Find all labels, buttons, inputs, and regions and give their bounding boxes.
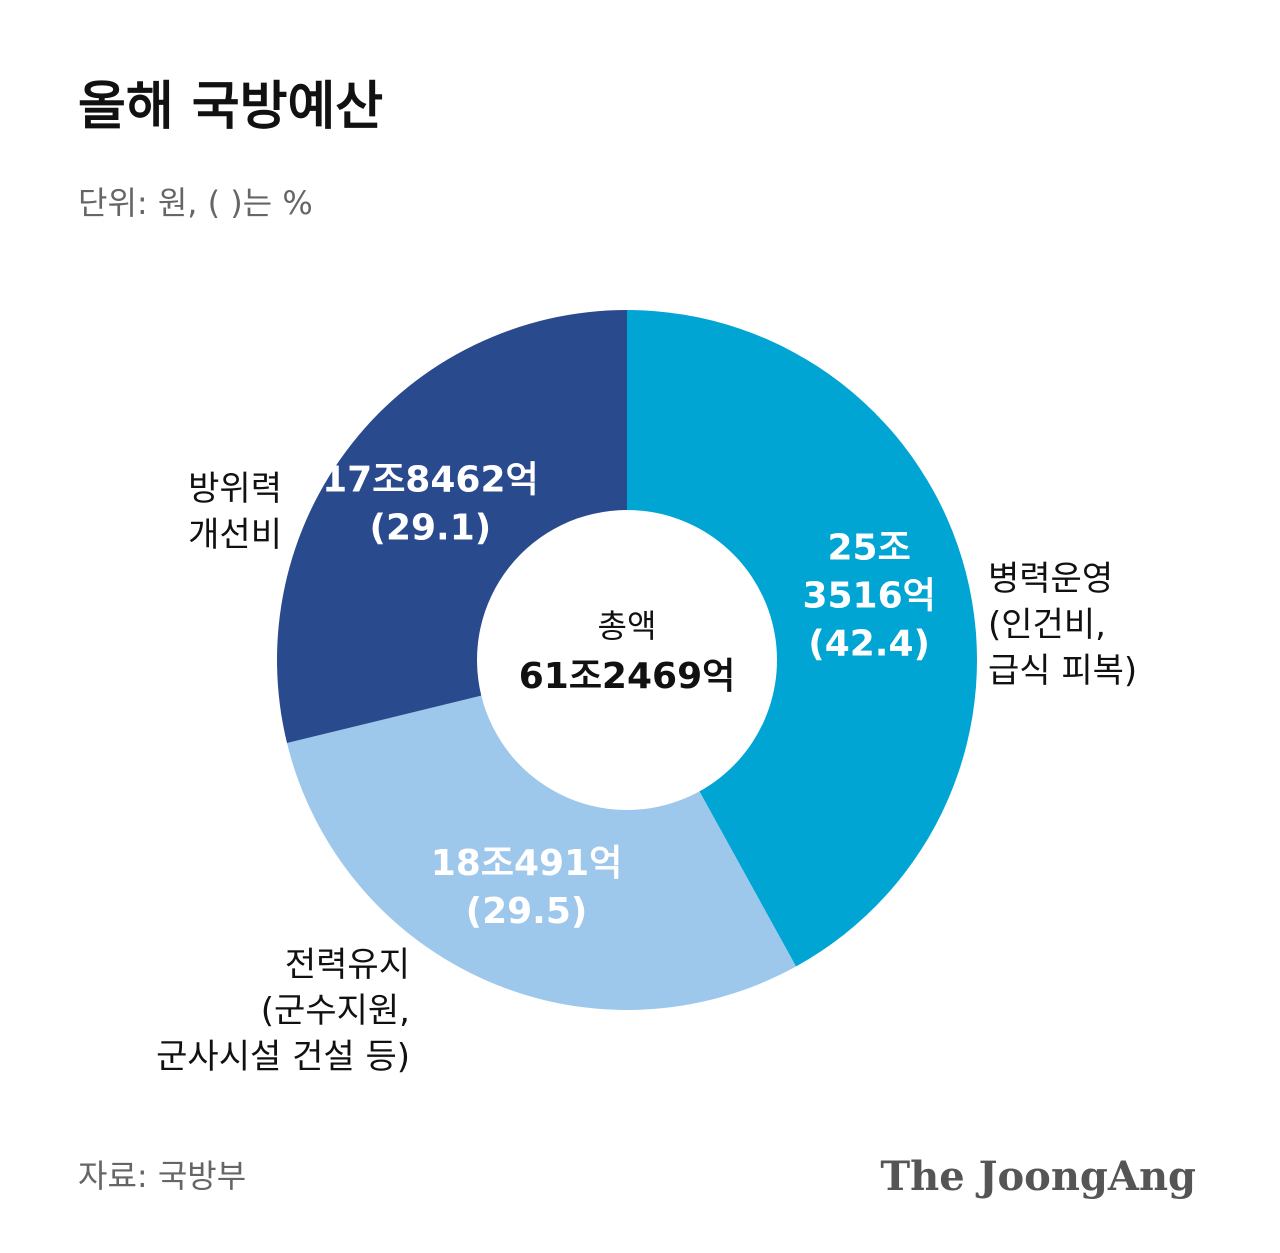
source: 자료: 국방부 <box>78 1157 246 1195</box>
category-label: 전력유지 (군수지원, 군사시설 건설 등) <box>156 945 410 1077</box>
amount-label: 17조8462억 <box>322 460 539 501</box>
donut-slice <box>627 310 977 967</box>
brand: The JoongAng <box>880 1153 1196 1200</box>
category-label: 병력운영 (인건비, 급식 피복) <box>988 559 1137 691</box>
donut-slice <box>286 695 796 1011</box>
amount-label: 25조 3516억 <box>802 528 935 617</box>
center-label: 총액 <box>598 607 657 645</box>
donut-slice <box>277 310 627 744</box>
center-value: 61조2469억 <box>519 656 736 697</box>
amount-label: 18조491억 <box>431 843 622 884</box>
value-label: (42.4) <box>808 624 930 665</box>
category-label: 방위력 개선비 <box>188 469 282 555</box>
value-label: (29.1) <box>370 508 492 549</box>
subtitle: 단위: 원, ( )는 % <box>78 184 313 222</box>
chart-title: 올해 국방예산 <box>78 77 383 137</box>
value-label: (29.5) <box>466 891 588 932</box>
